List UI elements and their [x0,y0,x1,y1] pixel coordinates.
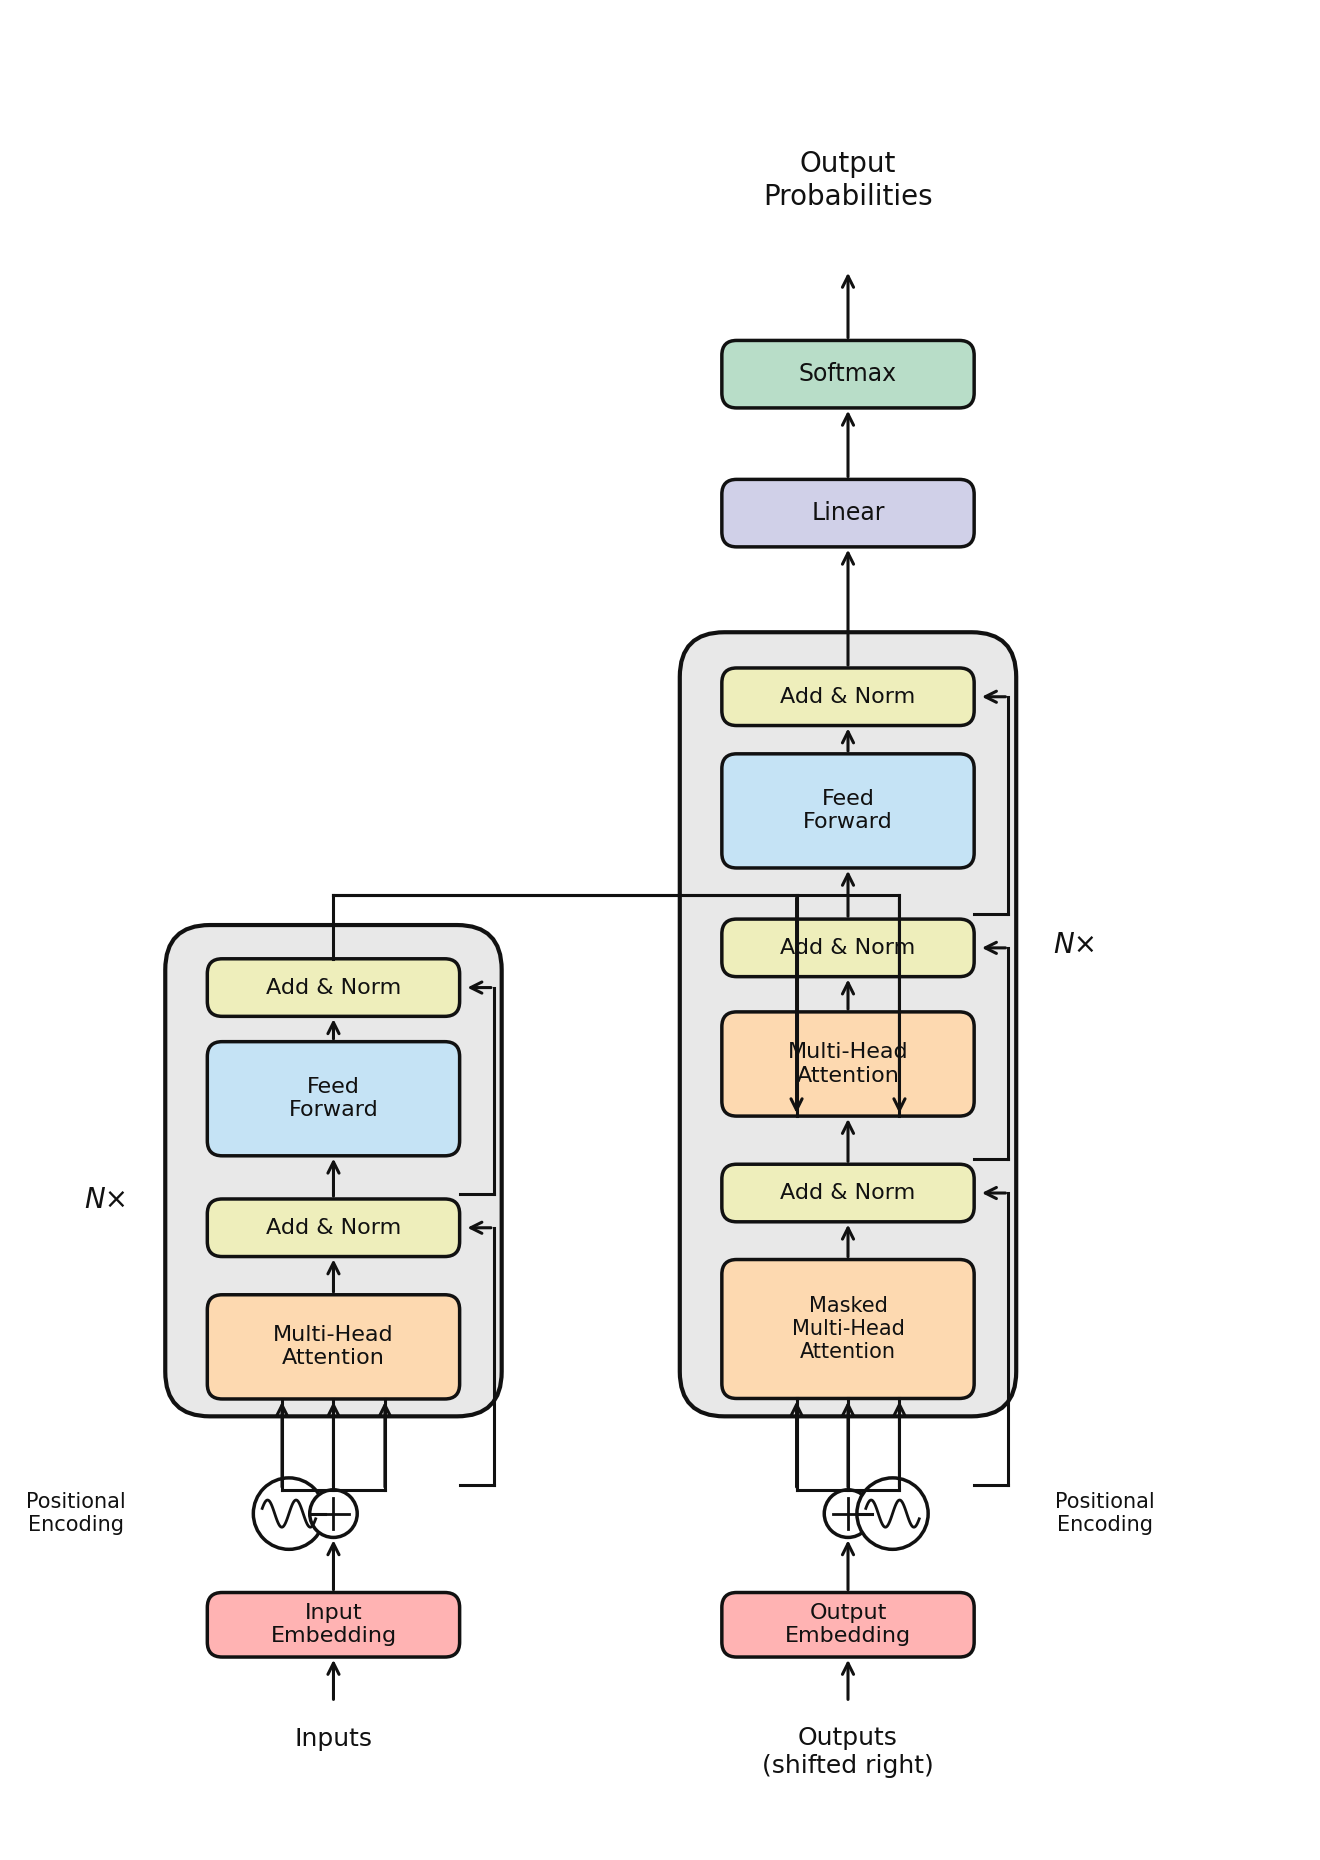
Text: Multi-Head
Attention: Multi-Head Attention [788,1042,908,1086]
FancyBboxPatch shape [207,1200,459,1257]
FancyBboxPatch shape [722,1592,974,1657]
FancyBboxPatch shape [722,919,974,977]
Text: Softmax: Softmax [799,363,898,387]
FancyBboxPatch shape [722,1164,974,1222]
FancyBboxPatch shape [207,1042,459,1155]
Text: Positional
Encoding: Positional Encoding [1056,1492,1155,1534]
Text: Outputs
(shifted right): Outputs (shifted right) [762,1726,933,1778]
Circle shape [857,1479,928,1549]
Circle shape [253,1479,325,1549]
FancyBboxPatch shape [207,1295,459,1399]
FancyBboxPatch shape [722,668,974,725]
FancyBboxPatch shape [722,753,974,869]
Circle shape [310,1490,358,1538]
Text: Linear: Linear [812,500,884,525]
Text: Output
Embedding: Output Embedding [785,1603,911,1646]
FancyBboxPatch shape [680,632,1016,1415]
FancyBboxPatch shape [722,1259,974,1399]
Text: Multi-Head
Attention: Multi-Head Attention [273,1326,393,1369]
Text: Add & Norm: Add & Norm [265,1218,401,1237]
FancyBboxPatch shape [722,1012,974,1116]
Text: Add & Norm: Add & Norm [780,937,916,958]
FancyBboxPatch shape [722,480,974,547]
Text: Input
Embedding: Input Embedding [271,1603,396,1646]
Text: Feed
Forward: Feed Forward [803,789,892,833]
Text: Add & Norm: Add & Norm [780,686,916,707]
Circle shape [824,1490,871,1538]
Text: Add & Norm: Add & Norm [780,1183,916,1203]
Text: Positional
Encoding: Positional Encoding [26,1492,127,1534]
Text: N×: N× [1053,930,1098,960]
Text: Feed
Forward: Feed Forward [289,1077,379,1120]
Text: N×: N× [84,1187,128,1215]
FancyBboxPatch shape [722,340,974,407]
Text: Inputs: Inputs [294,1726,372,1750]
Text: Masked
Multi-Head
Attention: Masked Multi-Head Attention [792,1296,904,1362]
FancyBboxPatch shape [207,958,459,1016]
Text: Output
Probabilities: Output Probabilities [763,151,933,210]
FancyBboxPatch shape [207,1592,459,1657]
Text: Add & Norm: Add & Norm [265,978,401,997]
FancyBboxPatch shape [165,924,502,1415]
